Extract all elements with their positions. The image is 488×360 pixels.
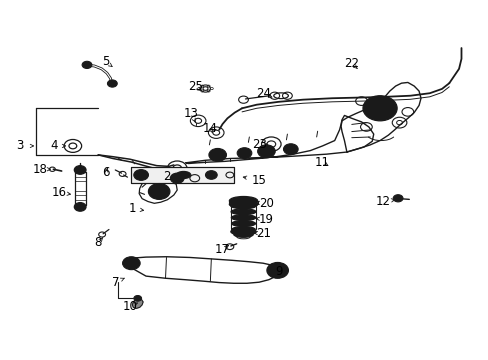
Circle shape <box>74 203 86 211</box>
Text: 19: 19 <box>259 213 273 226</box>
Ellipse shape <box>176 171 190 179</box>
Circle shape <box>74 166 86 174</box>
Text: 23: 23 <box>251 138 266 150</box>
Circle shape <box>283 144 298 154</box>
Circle shape <box>237 148 251 158</box>
Polygon shape <box>340 82 420 152</box>
Text: 15: 15 <box>251 174 266 186</box>
Ellipse shape <box>229 201 257 208</box>
Polygon shape <box>185 116 373 163</box>
Polygon shape <box>75 172 86 205</box>
Circle shape <box>266 262 288 278</box>
Ellipse shape <box>231 215 255 221</box>
Circle shape <box>134 296 142 301</box>
Text: 25: 25 <box>188 80 203 93</box>
Ellipse shape <box>229 197 257 205</box>
Polygon shape <box>139 180 177 203</box>
Bar <box>131 167 233 183</box>
Text: 22: 22 <box>344 57 359 70</box>
Circle shape <box>257 145 275 158</box>
Ellipse shape <box>230 203 256 209</box>
Ellipse shape <box>230 228 256 235</box>
Circle shape <box>82 61 92 68</box>
Text: 5: 5 <box>102 55 109 68</box>
Circle shape <box>205 171 217 179</box>
Ellipse shape <box>231 221 255 226</box>
Text: 3: 3 <box>17 139 24 152</box>
Text: 7: 7 <box>111 276 119 289</box>
Text: 6: 6 <box>102 166 109 179</box>
Text: 16: 16 <box>52 186 66 199</box>
Text: 9: 9 <box>274 265 282 278</box>
Text: 21: 21 <box>256 227 271 240</box>
Text: 18: 18 <box>32 163 47 176</box>
Text: 10: 10 <box>122 300 137 313</box>
Ellipse shape <box>231 209 255 215</box>
Text: 20: 20 <box>259 197 273 210</box>
Polygon shape <box>132 298 143 309</box>
Circle shape <box>107 80 117 87</box>
Bar <box>131 167 233 183</box>
Circle shape <box>392 195 402 202</box>
Polygon shape <box>130 257 279 283</box>
Ellipse shape <box>231 226 255 232</box>
Ellipse shape <box>233 231 253 237</box>
Text: 13: 13 <box>183 107 198 120</box>
Text: 2: 2 <box>163 170 170 183</box>
Text: 11: 11 <box>314 156 329 168</box>
Circle shape <box>122 257 140 270</box>
Text: 8: 8 <box>94 236 102 249</box>
Text: 4: 4 <box>50 139 58 152</box>
Circle shape <box>362 96 396 121</box>
Circle shape <box>208 148 226 161</box>
Text: 17: 17 <box>215 243 229 256</box>
Circle shape <box>170 173 183 183</box>
Circle shape <box>148 184 169 199</box>
Text: 14: 14 <box>203 122 218 135</box>
Text: 12: 12 <box>375 195 390 208</box>
Circle shape <box>134 170 148 180</box>
Text: 24: 24 <box>256 87 271 100</box>
Text: 1: 1 <box>128 202 136 215</box>
